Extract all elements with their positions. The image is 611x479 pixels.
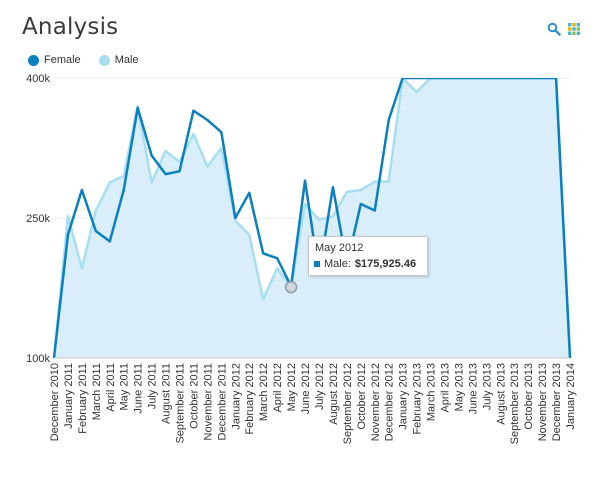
x-tick-label: March 2013 [426,363,438,421]
x-tick-label: February 2012 [244,363,256,435]
x-tick-label: December 2012 [384,363,396,441]
x-tick-label: June 2011 [133,363,145,414]
x-tick-label: May 2012 [286,363,298,411]
legend-marker-female [28,54,39,66]
x-tick-label: May 2013 [453,363,465,411]
tooltip-swatch [314,261,320,267]
x-tick-label: January 2013 [398,363,410,430]
legend-item-female[interactable]: Female [28,54,81,66]
x-tick-label: July 2013 [481,363,493,410]
legend-label-female: Female [44,54,81,66]
x-tick-label: April 2011 [105,363,117,412]
x-tick-label: November 2012 [370,363,382,441]
x-tick-label: October 2012 [356,363,368,430]
x-tick-label: December 2010 [49,363,61,441]
x-tick-label: November 2013 [537,363,549,441]
x-tick-label: November 2011 [202,363,214,440]
series-line-female [52,78,572,359]
x-tick-label: July 2012 [314,363,326,410]
x-tick-label: April 2013 [439,363,451,413]
x-tick-label: March 2011 [91,363,103,420]
legend-item-male[interactable]: Male [98,54,139,66]
tooltip-title: May 2012 [315,242,364,254]
search-icon[interactable] [547,22,561,36]
tooltip-row: Male: $175,925.46 [314,258,416,270]
chart-title: Analysis [22,14,119,40]
y-tick-label: 400k [26,73,50,85]
x-tick-label: September 2013 [509,363,521,444]
y-tick-label: 250k [26,213,50,225]
x-tick-label: August 2011 [161,363,173,424]
tooltip-value: $175,925.46 [354,258,417,270]
x-tick-label: June 2013 [467,363,479,414]
x-tick-label: August 2013 [495,363,507,425]
x-tick-label: May 2011 [119,363,131,411]
x-tick-label: February 2013 [412,363,424,435]
legend-label-male: Male [114,54,139,66]
legend-marker-male [98,54,110,66]
x-tick-label: October 2013 [523,363,535,430]
x-tick-label: March 2012 [258,363,270,421]
legend: Female Male [28,54,139,66]
x-tick-label: July 2011 [147,363,159,409]
tooltip-series: Male: [324,258,351,270]
x-tick-label: October 2011 [188,363,200,429]
x-tick-label: January 2014 [565,363,577,430]
x-tick-label: January 2012 [230,363,242,430]
x-tick-label: January 2011 [63,363,75,429]
series-area-male [54,78,570,358]
chart-toolbar [547,22,581,36]
hover-marker [284,280,298,294]
grid-icon[interactable] [567,22,581,36]
x-tick-label: April 2012 [272,363,284,413]
tooltip: May 2012 Male: $175,925.46 [308,236,428,276]
x-tick-label: August 2012 [328,363,340,425]
x-tick-label: December 2013 [551,363,563,441]
x-tick-label: June 2012 [300,363,312,414]
x-tick-label: December 2011 [216,363,228,440]
x-tick-label: September 2011 [175,363,187,444]
y-tick-label: 100k [26,353,50,365]
x-tick-label: September 2012 [342,363,354,444]
x-tick-label: February 2011 [77,363,89,434]
